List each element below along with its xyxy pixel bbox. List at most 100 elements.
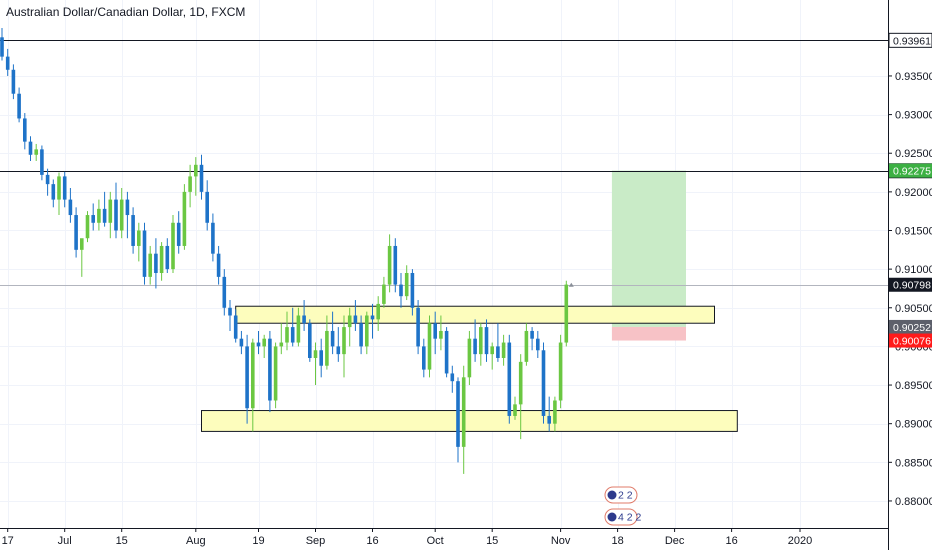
candle-body-up <box>34 149 38 155</box>
time-tick-label: 16 <box>725 535 737 547</box>
price-tick-label: 0.92000 <box>895 187 932 199</box>
candle-body-down <box>530 330 534 339</box>
candle-body-down <box>353 315 358 324</box>
support-zone <box>201 410 738 432</box>
candle-body-up <box>171 222 175 270</box>
candle-body-up <box>182 191 187 246</box>
candle-body-up <box>137 230 141 246</box>
time-tick-label: Jul <box>58 535 72 547</box>
candle-body-down <box>17 93 21 119</box>
candle-body-down <box>211 222 215 254</box>
candle-body-up <box>490 346 494 355</box>
candle-body-up <box>194 164 198 177</box>
candle-body-down <box>68 199 73 216</box>
candle-body-up <box>365 315 369 347</box>
candle-body-down <box>308 323 312 358</box>
candle-body-down <box>114 199 118 231</box>
candle-body-down <box>399 284 403 297</box>
price-tick-label: 0.88000 <box>895 496 932 508</box>
candle-body-up <box>382 284 386 304</box>
candle-body-down <box>28 141 33 155</box>
time-tick-label: 2020 <box>788 535 812 547</box>
time-axis-background <box>0 528 888 550</box>
candle-body-down <box>536 338 540 351</box>
candle-body-down <box>45 174 50 185</box>
candle-body-up <box>279 342 284 347</box>
economic-event-badge-text: 4 2 2 <box>618 512 642 524</box>
candle-body-up <box>553 400 557 424</box>
candle-body-down <box>473 338 477 355</box>
price-tick-label: 0.89000 <box>895 419 932 431</box>
time-tick-label: Nov <box>551 535 571 547</box>
target-price-label-text: 0.92275 <box>893 166 931 178</box>
candle-body-down <box>91 215 95 223</box>
candle-body-up <box>262 338 266 347</box>
candle-body-down <box>142 230 147 277</box>
time-tick-label: 15 <box>486 535 498 547</box>
candle-body-down <box>336 346 341 355</box>
price-tick-label: 0.88500 <box>895 457 932 469</box>
candle-body-down <box>5 56 10 70</box>
candle-body-down <box>40 149 44 175</box>
candle-body-up <box>313 350 318 358</box>
candle-body-down <box>165 245 170 270</box>
candle-body-down <box>541 350 546 416</box>
time-tick-label: 16 <box>366 535 378 547</box>
candle-body-down <box>359 323 363 347</box>
time-tick-label: Sep <box>306 535 326 547</box>
candle-body-down <box>290 327 295 343</box>
candle-body-down <box>416 307 420 347</box>
candle-body-down <box>0 37 4 57</box>
candle-body-up <box>57 176 61 200</box>
candle-body-down <box>444 330 449 374</box>
event-flag-icon <box>607 490 617 500</box>
time-tick-label: 19 <box>252 535 264 547</box>
candle-body-down <box>496 346 500 358</box>
candle-body-down <box>245 346 249 409</box>
last-bar-marker <box>568 282 574 287</box>
stop-price-label-text: 0.90076 <box>893 336 931 348</box>
candle-body-up <box>518 361 523 405</box>
candle-body-up <box>501 342 506 358</box>
candle-body-up <box>376 303 380 320</box>
candle-body-down <box>456 381 460 447</box>
candle-body-up <box>387 245 392 285</box>
price-tick-label: 0.91500 <box>895 226 932 238</box>
long-position-target-area <box>611 170 686 327</box>
price-tick-label: 0.90500 <box>895 303 932 315</box>
candle-body-up <box>159 245 164 273</box>
candle-body-down <box>256 342 261 347</box>
candle-body-up <box>108 199 113 223</box>
candle-body-down <box>74 215 78 250</box>
candle-body-down <box>450 373 455 382</box>
candle-body-up <box>119 199 124 231</box>
candle-body-up <box>251 342 255 409</box>
candle-body-down <box>23 118 27 142</box>
long-position-stop-area <box>611 326 686 341</box>
candle-body-up <box>342 327 346 355</box>
candle-body-down <box>547 415 551 424</box>
candle-body-down <box>228 307 232 316</box>
time-tick-label: Aug <box>186 535 206 547</box>
candle-body-down <box>410 273 415 308</box>
candle-body-up <box>296 315 301 343</box>
candle-body-up <box>273 346 278 401</box>
candle-body-down <box>433 323 437 339</box>
price-tick-label: 0.93000 <box>895 110 932 122</box>
candle-body-up <box>461 377 466 447</box>
candle-body-up <box>188 176 192 192</box>
time-tick-label: 15 <box>116 535 128 547</box>
candle-body-down <box>330 330 335 347</box>
candle-body-up <box>404 273 409 297</box>
time-tick-label: Dec <box>665 535 685 547</box>
time-tick-label: 18 <box>611 535 623 547</box>
current-price-label-text: 0.90798 <box>893 280 931 292</box>
candle-body-up <box>80 238 84 250</box>
candle-body-down <box>11 69 16 94</box>
time-tick-label: 17 <box>2 535 14 547</box>
candle-body-down <box>51 184 56 200</box>
target-price-label <box>889 163 932 178</box>
level-price-label <box>888 32 932 48</box>
entry-price-label-text: 0.90252 <box>893 322 931 334</box>
